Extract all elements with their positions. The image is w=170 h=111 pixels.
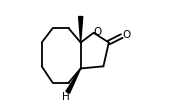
Text: O: O — [94, 27, 102, 37]
Polygon shape — [79, 17, 83, 43]
Text: O: O — [122, 31, 130, 41]
Text: H: H — [62, 92, 69, 102]
Polygon shape — [66, 68, 81, 93]
